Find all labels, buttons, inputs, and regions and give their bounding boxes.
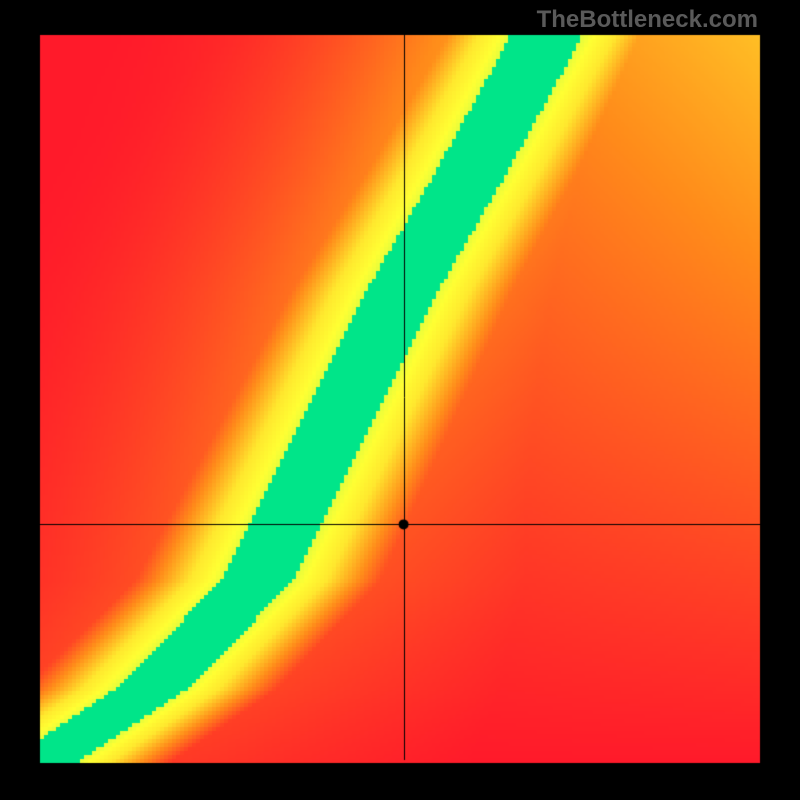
chart-container: TheBottleneck.com (0, 0, 800, 800)
heatmap-canvas (0, 0, 800, 800)
